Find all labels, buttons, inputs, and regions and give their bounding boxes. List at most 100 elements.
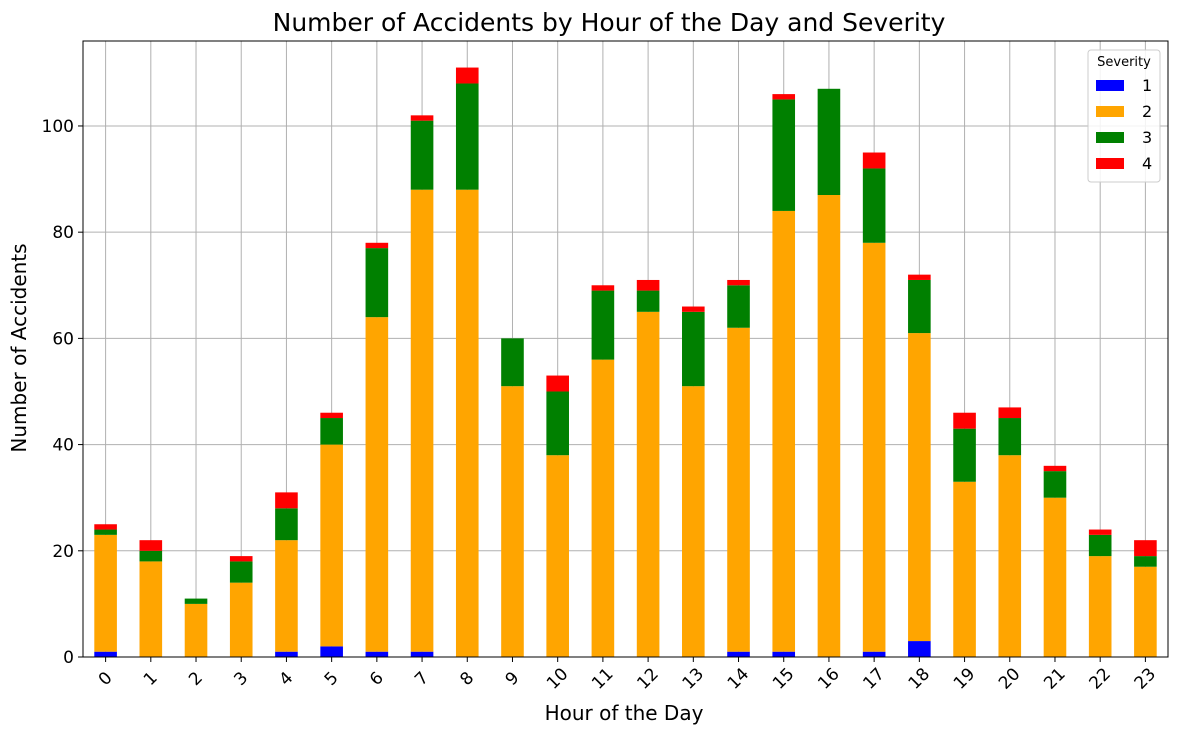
y-axis-label: Number of Accidents — [7, 243, 31, 452]
bar-segment — [320, 412, 343, 419]
bar-segment — [998, 455, 1022, 657]
bar-segment — [94, 651, 117, 657]
bar-segment — [862, 651, 886, 657]
bar-segment — [953, 428, 976, 482]
legend-label: 1 — [1142, 76, 1152, 95]
bar-segment — [94, 529, 117, 535]
bar-segment — [998, 407, 1022, 419]
bar-segment — [772, 94, 796, 100]
bar-segment — [1088, 556, 1112, 657]
x-tick-label: 2 — [185, 668, 207, 690]
bar-segment — [1088, 534, 1112, 557]
x-tick-label: 14 — [724, 664, 753, 693]
bar-segment — [455, 83, 479, 190]
bar-segment — [320, 418, 343, 445]
axes — [82, 40, 1169, 658]
bar-segment — [862, 152, 886, 169]
legend-label: 3 — [1142, 128, 1152, 147]
bar-segment — [727, 651, 750, 657]
bar-segment — [410, 651, 434, 657]
x-tick-label: 19 — [950, 664, 979, 693]
bar-segment — [94, 534, 117, 652]
x-tick-label: 23 — [1131, 664, 1160, 693]
legend-title: Severity — [1097, 55, 1151, 70]
bar-segment — [1134, 556, 1157, 567]
x-ticks: 0 1 2 3 4 5 6 7 8 9 10 11 12 13 14 15 16 17 18 19 20 21 22 23 — [95, 657, 1160, 694]
bar-segment — [410, 189, 434, 652]
x-tick-label: 8 — [456, 668, 478, 690]
bar-segment — [862, 242, 886, 652]
x-tick-label: 17 — [859, 664, 888, 693]
bar-segment — [953, 412, 976, 429]
x-tick-label: 16 — [814, 664, 843, 693]
x-tick-label: 18 — [905, 664, 934, 693]
legend: Severity 1 2 3 4 — [1087, 49, 1161, 183]
bar-segment — [953, 481, 976, 657]
x-tick-label: 11 — [588, 664, 617, 693]
bar-segment — [546, 375, 569, 392]
bar-segment — [908, 279, 931, 334]
bar-segment — [139, 561, 163, 657]
y-tick-label: 60 — [52, 329, 74, 349]
bar-segment — [365, 242, 389, 249]
bar-segment — [727, 279, 750, 286]
y-tick-label: 0 — [63, 648, 74, 668]
bar-segment — [184, 598, 208, 604]
legend-swatch — [1096, 106, 1124, 117]
bars — [94, 67, 1157, 658]
bar-segment — [591, 290, 615, 360]
legend-swatch — [1096, 132, 1124, 143]
bar-segment — [682, 311, 705, 387]
bar-segment — [1134, 566, 1157, 657]
bar-segment — [546, 391, 569, 456]
x-tick-label: 22 — [1085, 664, 1114, 693]
x-tick-label: 15 — [769, 664, 798, 693]
x-tick-label: 3 — [230, 668, 252, 690]
bar-segment — [184, 603, 208, 657]
x-tick-label: 20 — [995, 664, 1024, 693]
bar-segment — [727, 285, 750, 328]
bar-segment — [727, 327, 750, 652]
x-axis-label: Hour of the Day — [545, 701, 704, 725]
legend-label: 4 — [1142, 154, 1152, 173]
bar-segment — [229, 582, 253, 657]
bar-segment — [682, 386, 705, 657]
x-tick-label: 9 — [502, 668, 524, 690]
bar-segment — [772, 210, 796, 652]
x-tick-label: 10 — [543, 664, 572, 693]
bar-segment — [139, 550, 163, 562]
bar-segment — [139, 540, 163, 551]
bar-segment — [501, 386, 524, 657]
x-tick-label: 13 — [679, 664, 708, 693]
y-tick-label: 40 — [52, 436, 74, 456]
legend-label: 2 — [1142, 102, 1152, 121]
x-tick-label: 7 — [411, 668, 433, 690]
bar-segment — [1134, 540, 1157, 557]
y-ticks: 0 20 40 60 80 100 — [42, 117, 83, 668]
bar-segment — [772, 651, 796, 657]
bar-segment — [817, 195, 841, 657]
plot-frame — [82, 40, 1169, 658]
bar-segment — [908, 274, 931, 280]
x-tick-label: 4 — [276, 668, 298, 690]
bar-segment — [546, 455, 569, 657]
x-tick-label: 5 — [321, 668, 343, 690]
bar-segment — [275, 540, 298, 652]
y-tick-label: 80 — [52, 223, 74, 243]
y-tick-label: 100 — [42, 117, 74, 137]
bar-segment — [636, 279, 660, 291]
x-tick-label: 21 — [1040, 664, 1069, 693]
bar-segment — [591, 285, 615, 291]
bar-segment — [275, 492, 298, 509]
bar-segment — [817, 88, 841, 195]
bar-segment — [229, 556, 253, 562]
bar-segment — [275, 508, 298, 541]
chart-title: Number of Accidents by Hour of the Day a… — [273, 8, 946, 37]
bar-segment — [455, 67, 479, 84]
y-tick-label: 20 — [52, 542, 74, 562]
x-tick-label: 6 — [366, 668, 388, 690]
bar-segment — [275, 651, 298, 657]
bar-segment — [1043, 465, 1067, 472]
bar-segment — [908, 641, 931, 657]
bar-segment — [365, 651, 389, 657]
